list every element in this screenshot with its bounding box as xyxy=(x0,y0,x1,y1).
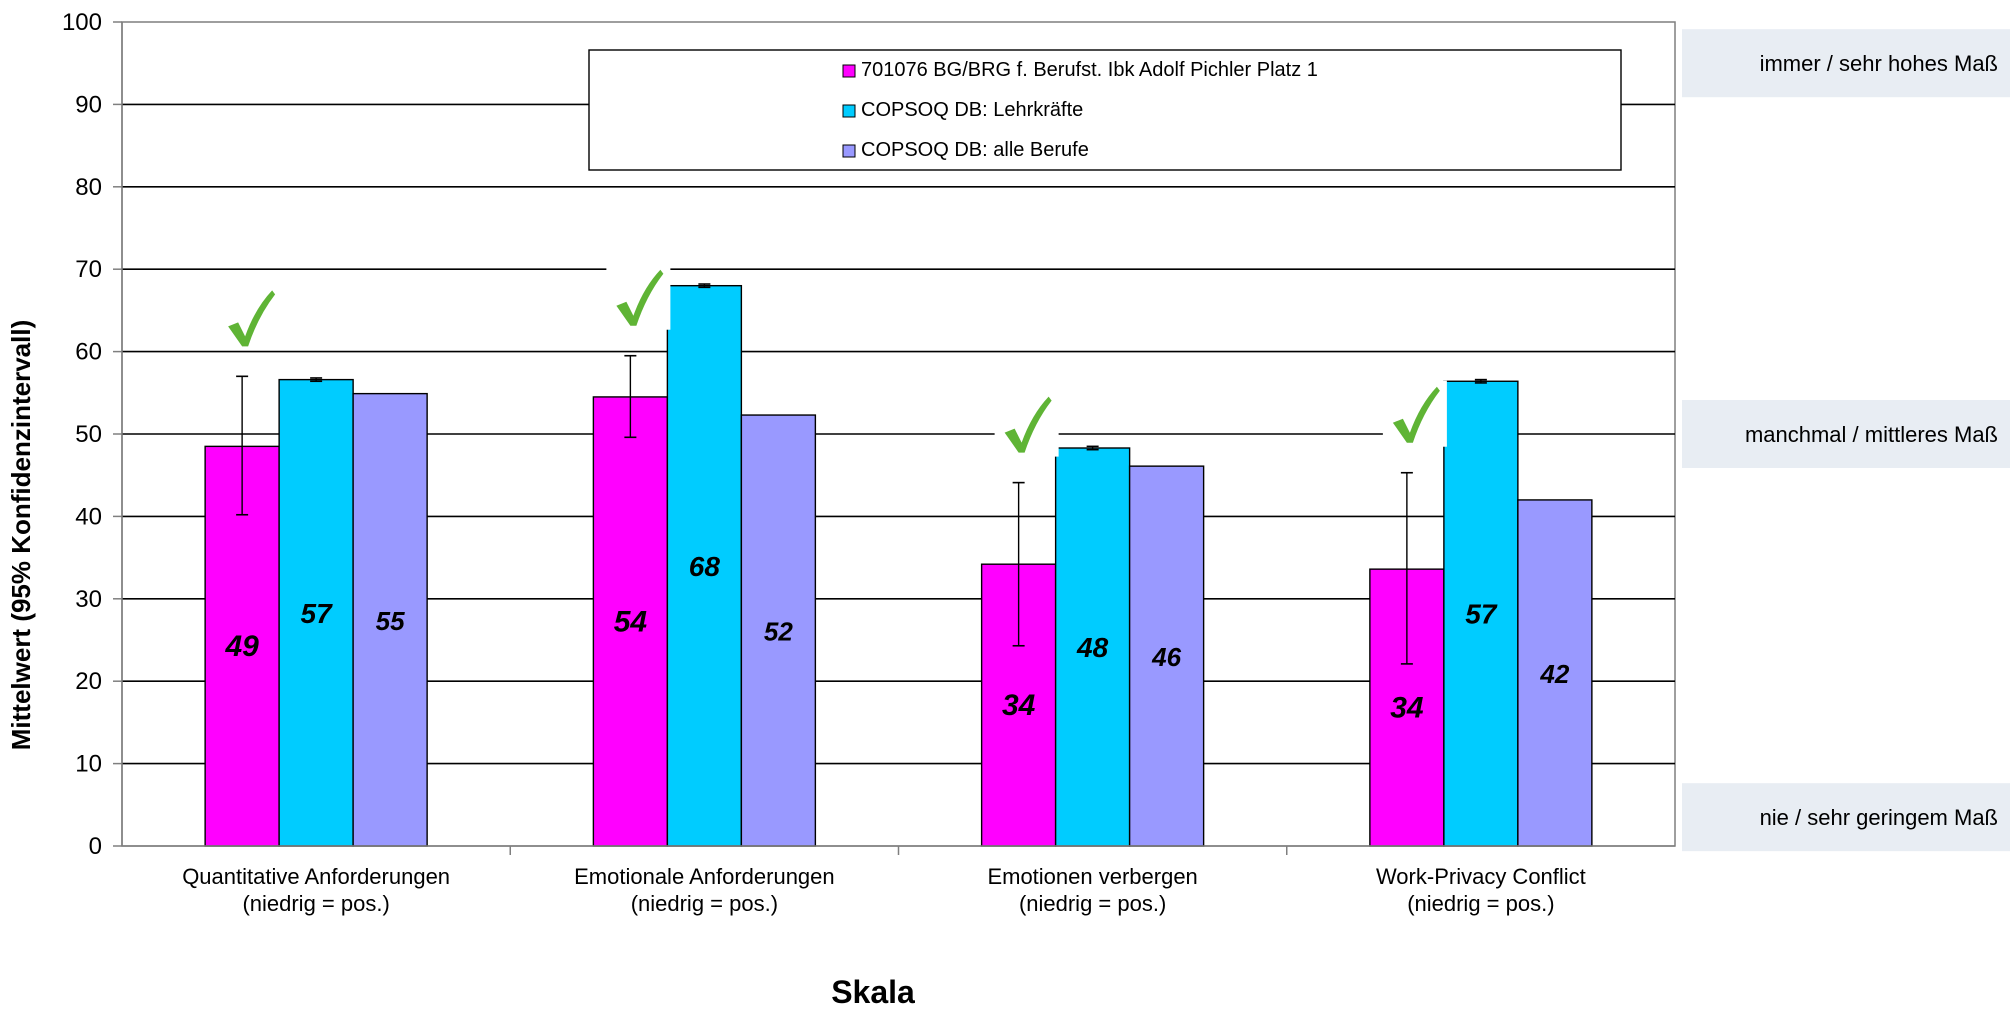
x-tick-label: (niedrig = pos.) xyxy=(631,891,778,916)
bar xyxy=(1054,447,1131,847)
x-axis-title: Skala xyxy=(831,974,915,1009)
check-icon xyxy=(1392,386,1440,443)
data-label: 57 xyxy=(1465,599,1498,630)
bars: 49 57 55 54 68 52 34 48 46 34 57 42 xyxy=(204,263,1593,847)
y-tick-label: 60 xyxy=(75,339,102,366)
y-tick-label: 0 xyxy=(89,833,102,860)
x-tick-label: (niedrig = pos.) xyxy=(1407,891,1554,916)
y-tick-label: 70 xyxy=(75,256,102,283)
legend-swatch xyxy=(842,64,856,78)
level-label: immer / sehr hohes Maß xyxy=(1760,51,1998,76)
x-tick-label: Emotionen verbergen xyxy=(987,864,1197,889)
y-tick-label: 40 xyxy=(75,503,102,530)
bar xyxy=(1128,465,1205,847)
x-tick-label: Work-Privacy Conflict xyxy=(1376,864,1586,889)
data-label: 34 xyxy=(1390,692,1424,725)
level-box xyxy=(1682,400,2010,468)
data-label: 42 xyxy=(1539,659,1569,689)
y-tick-label: 80 xyxy=(75,174,102,201)
y-tick-label: 10 xyxy=(75,751,102,778)
x-tick-label: (niedrig = pos.) xyxy=(242,891,389,916)
bar xyxy=(592,396,669,847)
level-label: nie / sehr geringem Maß xyxy=(1760,805,1998,830)
data-label: 34 xyxy=(1002,689,1036,722)
y-tick-label: 20 xyxy=(75,668,102,695)
y-tick-label: 30 xyxy=(75,586,102,613)
y-tick-label: 100 xyxy=(62,9,102,36)
data-label: 57 xyxy=(301,598,334,629)
legend-swatch xyxy=(842,104,856,118)
level-label: manchmal / mittleres Maß xyxy=(1745,422,1998,447)
check-icon xyxy=(616,269,664,326)
level-labels: immer / sehr hohes Maß manchmal / mittler… xyxy=(1682,29,2010,852)
x-tick-label: Emotionale Anforderungen xyxy=(574,864,835,889)
x-tick-label: Quantitative Anforderungen xyxy=(182,864,450,889)
check-icon xyxy=(1004,396,1052,453)
y-tick-label: 90 xyxy=(75,91,102,118)
axes: 0 10 20 30 40 50 60 70 80 90 100 Quantitative Anfor… xyxy=(62,9,1675,916)
data-label: 46 xyxy=(1151,642,1181,672)
data-label: 68 xyxy=(689,551,721,582)
legend-box xyxy=(588,49,1622,171)
legend-entry: 701076 BG/BRG f. Berufst. Ibk Adolf Pich… xyxy=(861,59,1318,81)
check-icon xyxy=(228,290,276,347)
legend-swatch xyxy=(842,144,856,158)
legend-entry: COPSOQ DB: alle Berufe xyxy=(861,139,1089,161)
legend: 701076 BG/BRG f. Berufst. Ibk Adolf Pich… xyxy=(588,49,1622,171)
data-label: 49 xyxy=(224,630,259,663)
x-tick-label: (niedrig = pos.) xyxy=(1019,891,1166,916)
level-box xyxy=(1682,29,2010,98)
level-box xyxy=(1682,783,2010,852)
bar xyxy=(740,414,817,847)
data-label: 52 xyxy=(764,617,793,647)
data-label: 54 xyxy=(614,605,648,638)
data-label: 55 xyxy=(376,606,405,636)
data-label: 48 xyxy=(1076,632,1109,663)
bar xyxy=(352,392,428,847)
legend-entry: COPSOQ DB: Lehrkräfte xyxy=(861,99,1083,121)
y-tick-label: 50 xyxy=(75,421,102,448)
y-axis-title: Mittelwert (95% Konfidenzintervall) xyxy=(6,320,36,751)
